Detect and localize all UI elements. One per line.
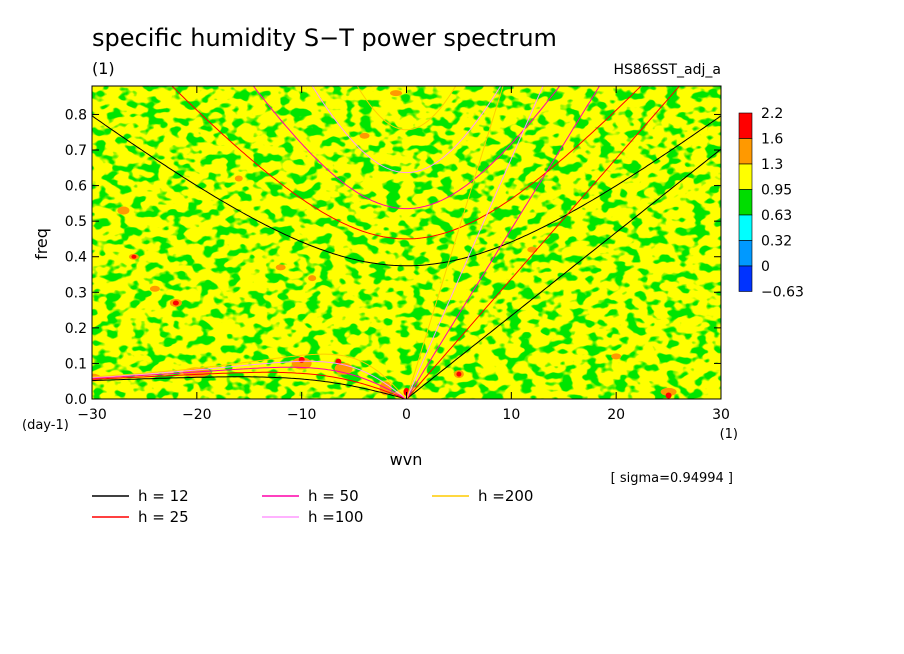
dispersion-line: [92, 371, 407, 399]
power-patch: [527, 246, 538, 253]
x-tick-label: 0: [402, 407, 411, 423]
x-tick-label: −10: [287, 407, 317, 423]
dispersion-line: [171, 86, 642, 240]
dispersion-line: [356, 86, 457, 131]
dispersion-line: [406, 86, 681, 399]
dispersion-curve-h50: [92, 86, 601, 399]
power-patch: [660, 387, 677, 396]
colorbar-level: 2.2: [761, 106, 783, 122]
colorbar-level: 1.3: [761, 157, 783, 173]
x-axis: −30 −20 −10 0 10 20 30: [77, 86, 730, 423]
y-axis-unit: (day-1): [22, 418, 69, 433]
y-tick-label: 0.6: [65, 179, 87, 195]
chart-title: specific humidity S−T power spectrum: [92, 24, 557, 52]
dispersion-line: [311, 86, 502, 174]
y-tick-label: 0.5: [65, 214, 87, 230]
power-patch: [298, 356, 305, 363]
colorbar-swatch: [738, 265, 753, 292]
chart-subtitle-left: (1): [92, 59, 115, 78]
colorbar-swatch: [738, 214, 753, 241]
dispersion-line: [406, 86, 601, 399]
dispersion-line: [406, 148, 721, 399]
colorbar-level: 0.63: [761, 208, 792, 224]
power-patch: [359, 132, 370, 139]
x-axis-unit: (1): [720, 427, 738, 442]
y-tick-label: 0.4: [65, 250, 87, 266]
chart-subtitle-right: HS86SST_adj_a: [614, 62, 722, 78]
curve-legend: h = 12 h = 25 h = 50 h =100 h =200: [92, 487, 533, 526]
dispersion-line: [92, 115, 721, 267]
colorbar-swatch: [738, 112, 753, 139]
power-patch: [131, 254, 137, 259]
x-tick-label: 20: [607, 407, 625, 423]
power-patch: [234, 175, 243, 182]
y-tick-label: 0.1: [65, 356, 87, 372]
y-tick-label: 0.3: [65, 285, 87, 301]
y-axis-label: freq: [32, 228, 51, 260]
dispersion-line: [92, 353, 407, 399]
dispersion-curves: [92, 86, 721, 399]
colorbar-level: −0.63: [761, 285, 804, 301]
dispersion-line: [406, 86, 504, 399]
dispersion-curve-h25: [92, 86, 681, 399]
legend-label: h = 50: [308, 487, 359, 505]
y-tick-label: 0.2: [65, 321, 87, 337]
colorbar-swatch: [738, 163, 753, 190]
dispersion-line: [92, 360, 407, 399]
legend-label: h = 12: [138, 487, 189, 505]
colorbar-swatch: [738, 240, 753, 267]
power-patch: [172, 300, 179, 306]
y-tick-label: 0.0: [65, 392, 87, 408]
colorbar-swatch: [738, 189, 753, 216]
power-patch: [390, 90, 403, 97]
colorbar-level: 0.32: [761, 234, 792, 250]
dispersion-line: [252, 86, 561, 210]
y-axis: 0.0 0.1 0.2 0.3 0.4 0.5 0.6 0.7 0.8: [65, 107, 721, 408]
dispersion-line: [406, 86, 544, 399]
power-patch: [149, 285, 160, 292]
dispersion-curve-h100: [92, 86, 544, 399]
power-patch: [665, 392, 672, 399]
power-patch: [275, 264, 286, 271]
colorbar-level: 0: [761, 259, 770, 275]
power-patch: [291, 357, 312, 370]
colorbar-swatch: [738, 138, 753, 165]
dispersion-line: [92, 376, 407, 399]
dispersion-curve-h12: [92, 115, 721, 399]
power-patch: [117, 206, 130, 215]
dispersion-line: [92, 366, 407, 399]
x-tick-label: −30: [77, 407, 107, 423]
colorbar: 2.2 1.6 1.3 0.95 0.63 0.32 0 −0.63: [738, 106, 804, 301]
power-patch: [456, 371, 462, 377]
colorbar-level: 1.6: [761, 132, 783, 148]
y-tick-label: 0.7: [65, 143, 87, 159]
colorbar-level: 0.95: [761, 183, 792, 199]
power-patch: [308, 275, 317, 282]
plot-area: [92, 86, 721, 399]
x-tick-label: −20: [182, 407, 212, 423]
x-tick-label: 10: [502, 407, 520, 423]
y-tick-label: 0.8: [65, 107, 87, 123]
sigma-label: [ sigma=0.94994 ]: [611, 471, 733, 486]
legend-label: h = 25: [138, 508, 189, 526]
power-patch: [611, 353, 622, 360]
legend-label: h =200: [478, 487, 533, 505]
green-texture: [92, 86, 721, 399]
x-tick-label: 30: [712, 407, 730, 423]
legend-label: h =100: [308, 508, 363, 526]
dispersion-curve-h200: [92, 86, 504, 399]
x-axis-label: wvn: [390, 450, 423, 469]
